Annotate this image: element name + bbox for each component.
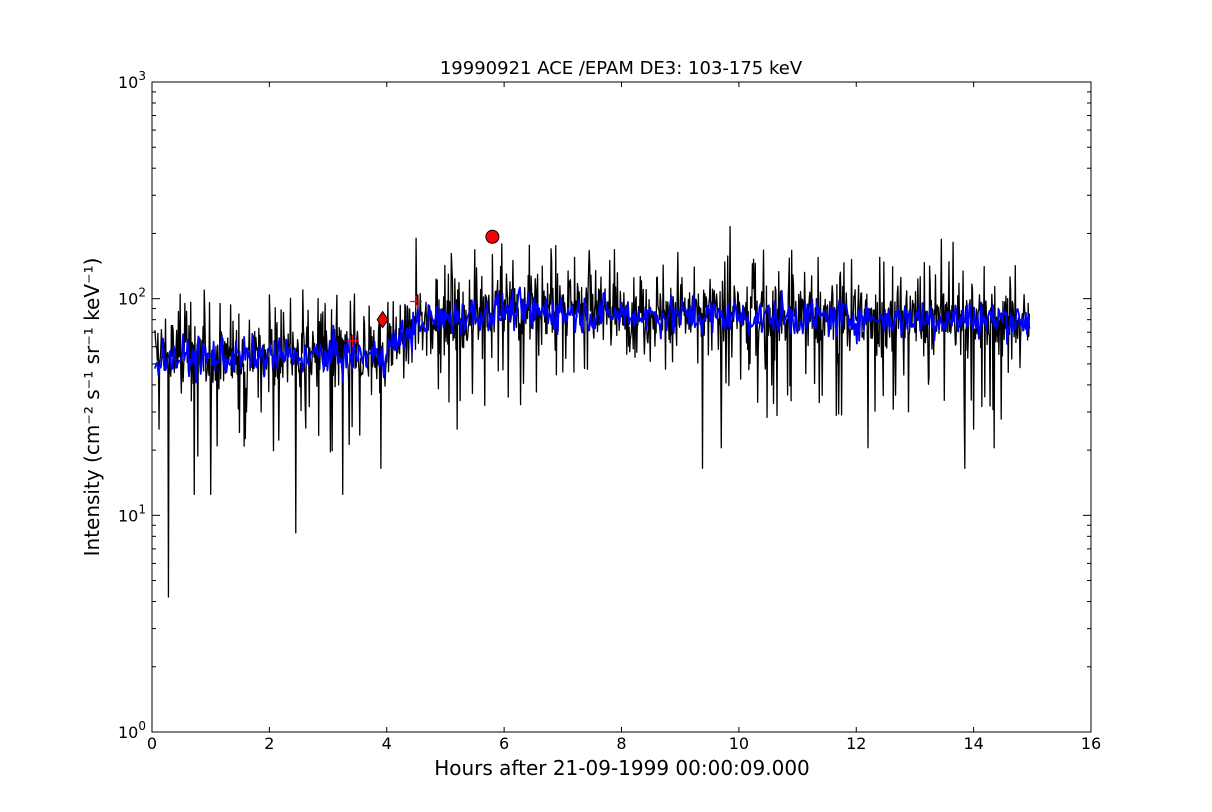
series-line-averaged: [154, 286, 1031, 384]
x-tick-label: 16: [1081, 734, 1101, 753]
x-tick-label: 2: [264, 734, 274, 753]
y-axis-title: Intensity (cm⁻² s⁻¹ sr⁻¹ keV⁻¹): [80, 258, 104, 557]
y-tick-label: 101: [118, 502, 146, 525]
x-tick-label: 6: [499, 734, 509, 753]
marker-diamond: [376, 310, 389, 329]
y-tick-label: 103: [118, 69, 146, 92]
x-tick-label: 12: [846, 734, 866, 753]
event-markers: [346, 229, 500, 347]
marker-plus: [410, 295, 423, 308]
chart-title: 19990921 ACE /EPAM DE3: 103-175 keV: [440, 58, 803, 79]
x-tick-label: 14: [963, 734, 983, 753]
x-tick-label: 4: [382, 734, 392, 753]
y-axis: 100 101 102 103: [118, 69, 1091, 742]
x-axis: 0 2 4 6 8 10 12 14 16: [147, 82, 1101, 753]
x-tick-label: 0: [147, 734, 157, 753]
x-tick-label: 10: [729, 734, 749, 753]
y-tick-label: 102: [118, 286, 146, 309]
marker-circle: [485, 229, 500, 244]
y-tick-label: 100: [118, 719, 146, 742]
marker-plus: [346, 334, 359, 347]
x-tick-label: 8: [616, 734, 626, 753]
x-axis-title: Hours after 21-09-1999 00:00:09.000: [434, 756, 810, 780]
plot-data-layer: [154, 225, 1031, 598]
